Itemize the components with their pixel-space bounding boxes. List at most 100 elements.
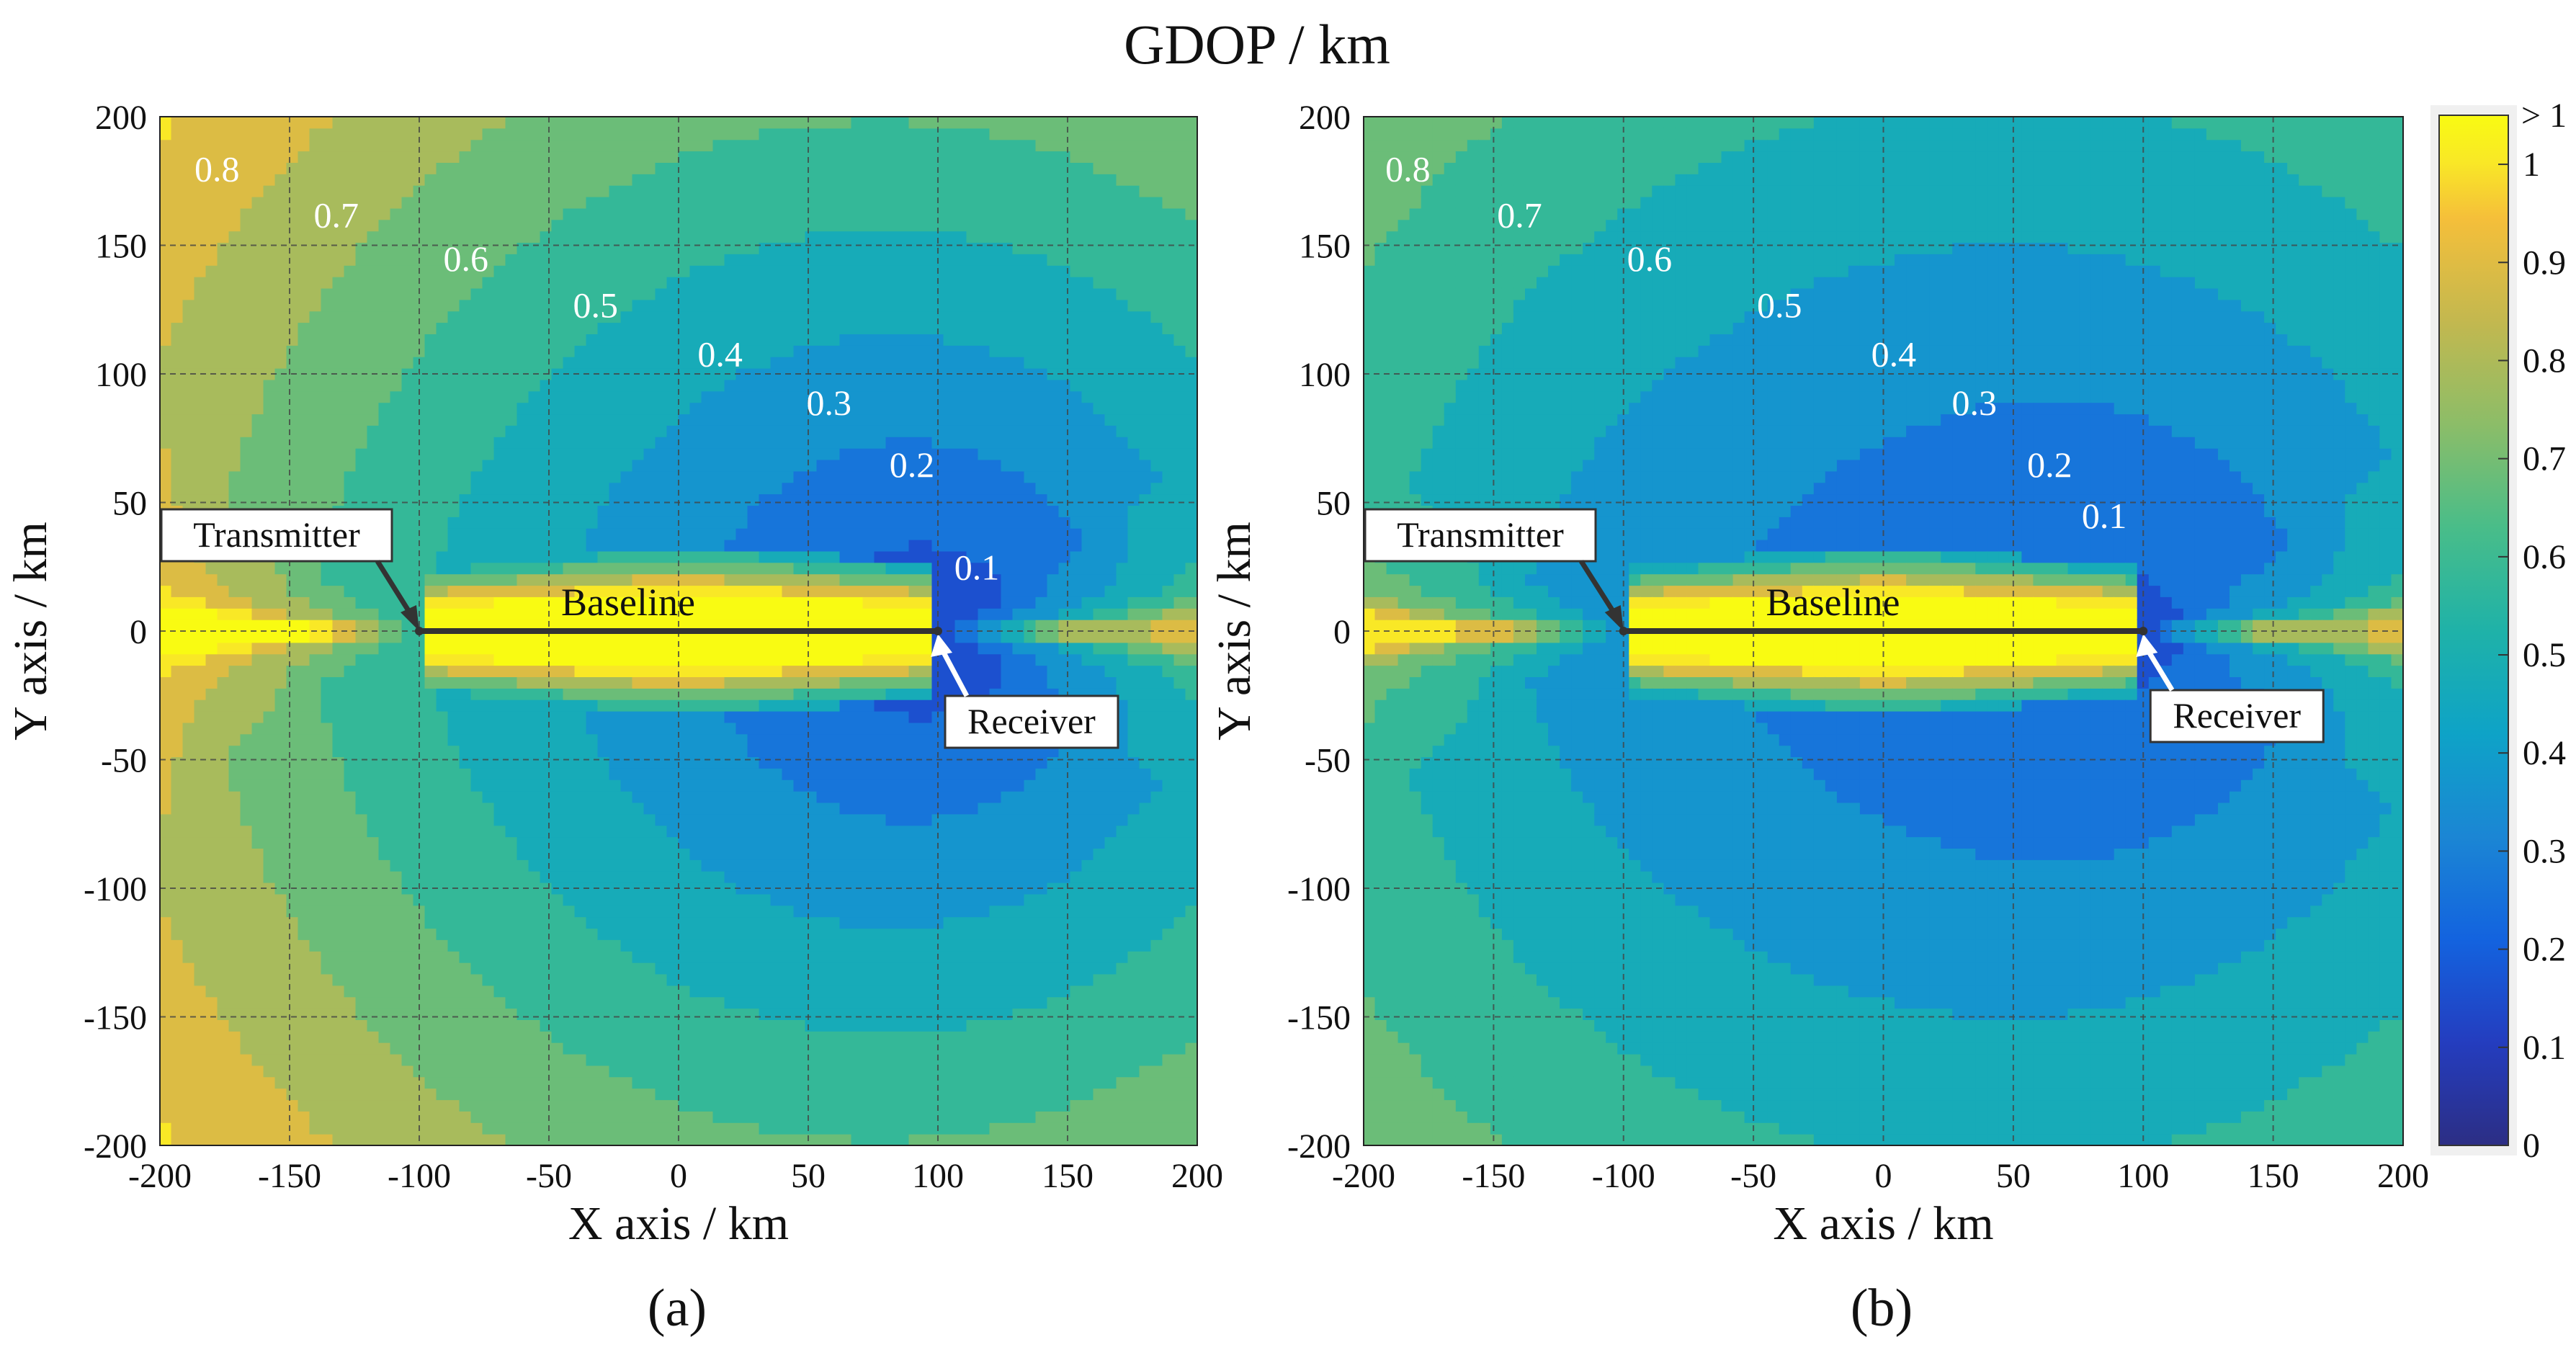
field-cell	[597, 745, 610, 758]
field-cell	[159, 1122, 172, 1135]
field-cell	[747, 848, 760, 860]
field-cell	[620, 470, 633, 483]
field-cell	[447, 928, 460, 940]
field-cell	[551, 973, 564, 986]
field-cell	[298, 379, 310, 392]
field-cell	[609, 527, 622, 540]
field-cell	[355, 207, 368, 220]
field-cell	[263, 1008, 276, 1020]
field-cell	[551, 173, 564, 186]
field-cell	[182, 653, 195, 666]
field-cell	[332, 1042, 345, 1055]
field-cell	[205, 928, 218, 940]
field-cell	[436, 264, 449, 277]
field-cell	[171, 950, 184, 963]
field-cell	[528, 665, 541, 677]
field-cell	[701, 585, 714, 597]
field-cell	[620, 310, 633, 323]
field-cell	[563, 139, 576, 152]
field-cell	[159, 1008, 172, 1020]
field-cell	[470, 905, 483, 918]
field-cell	[770, 596, 783, 609]
field-cell	[643, 687, 656, 700]
field-cell	[309, 1030, 322, 1043]
field-cell	[759, 139, 772, 152]
field-cell	[447, 219, 460, 232]
field-cell	[540, 459, 553, 472]
field-cell	[540, 414, 553, 426]
field-cell	[286, 1042, 299, 1055]
field-cell	[701, 1065, 714, 1078]
field-cell	[574, 687, 587, 700]
field-cell	[574, 344, 587, 357]
field-cell	[482, 642, 495, 655]
field-cell	[274, 493, 287, 506]
field-cell	[493, 733, 506, 746]
field-cell	[171, 356, 184, 369]
field-cell	[436, 402, 449, 415]
field-cell	[298, 116, 310, 129]
field-cell	[528, 276, 541, 289]
field-cell	[424, 390, 437, 403]
field-cell	[378, 390, 391, 403]
field-cell	[782, 928, 795, 940]
field-cell	[620, 447, 633, 460]
field-cell	[205, 893, 218, 906]
field-cell	[367, 1042, 380, 1055]
field-cell	[217, 836, 230, 849]
field-cell	[263, 825, 276, 838]
field-cell	[678, 482, 691, 495]
field-cell	[540, 870, 553, 883]
field-cell	[540, 264, 553, 277]
field-cell	[274, 264, 287, 277]
field-cell	[701, 1099, 714, 1112]
field-cell	[159, 665, 172, 677]
field-cell	[228, 219, 241, 232]
field-cell	[597, 390, 610, 403]
field-cell	[274, 619, 287, 632]
field-cell	[770, 733, 783, 746]
field-cell	[782, 424, 795, 437]
field-cell	[240, 356, 253, 369]
field-cell	[286, 356, 299, 369]
field-cell	[274, 870, 287, 883]
field-cell	[286, 414, 299, 426]
field-cell	[782, 687, 795, 700]
field-cell	[643, 1122, 656, 1135]
field-cell	[540, 334, 553, 346]
field-cell	[251, 573, 264, 586]
field-cell	[747, 527, 760, 540]
field-cell	[321, 825, 334, 838]
field-cell	[609, 128, 622, 140]
field-cell	[759, 310, 772, 323]
field-cell	[401, 459, 414, 472]
field-cell	[632, 585, 645, 597]
field-cell	[632, 356, 645, 369]
field-cell	[159, 139, 172, 152]
field-cell	[620, 1030, 633, 1043]
field-cell	[482, 482, 495, 495]
field-cell	[424, 459, 437, 472]
field-cell	[759, 813, 772, 826]
field-cell	[171, 596, 184, 609]
field-cell	[447, 733, 460, 746]
field-cell	[551, 447, 564, 460]
field-cell	[390, 756, 403, 769]
field-cell	[470, 334, 483, 346]
field-cell	[597, 928, 610, 940]
field-cell	[586, 973, 599, 986]
field-cell	[378, 848, 391, 860]
field-cell	[689, 916, 702, 929]
field-cell	[217, 264, 230, 277]
field-cell	[747, 836, 760, 849]
field-cell	[643, 334, 656, 346]
field-cell	[597, 596, 610, 609]
field-cell	[436, 699, 449, 712]
field-cell	[747, 687, 760, 700]
field-cell	[424, 1110, 437, 1123]
field-cell	[493, 882, 506, 895]
field-cell	[321, 802, 334, 815]
field-cell	[171, 219, 184, 232]
field-cell	[390, 767, 403, 780]
field-cell	[551, 607, 564, 620]
